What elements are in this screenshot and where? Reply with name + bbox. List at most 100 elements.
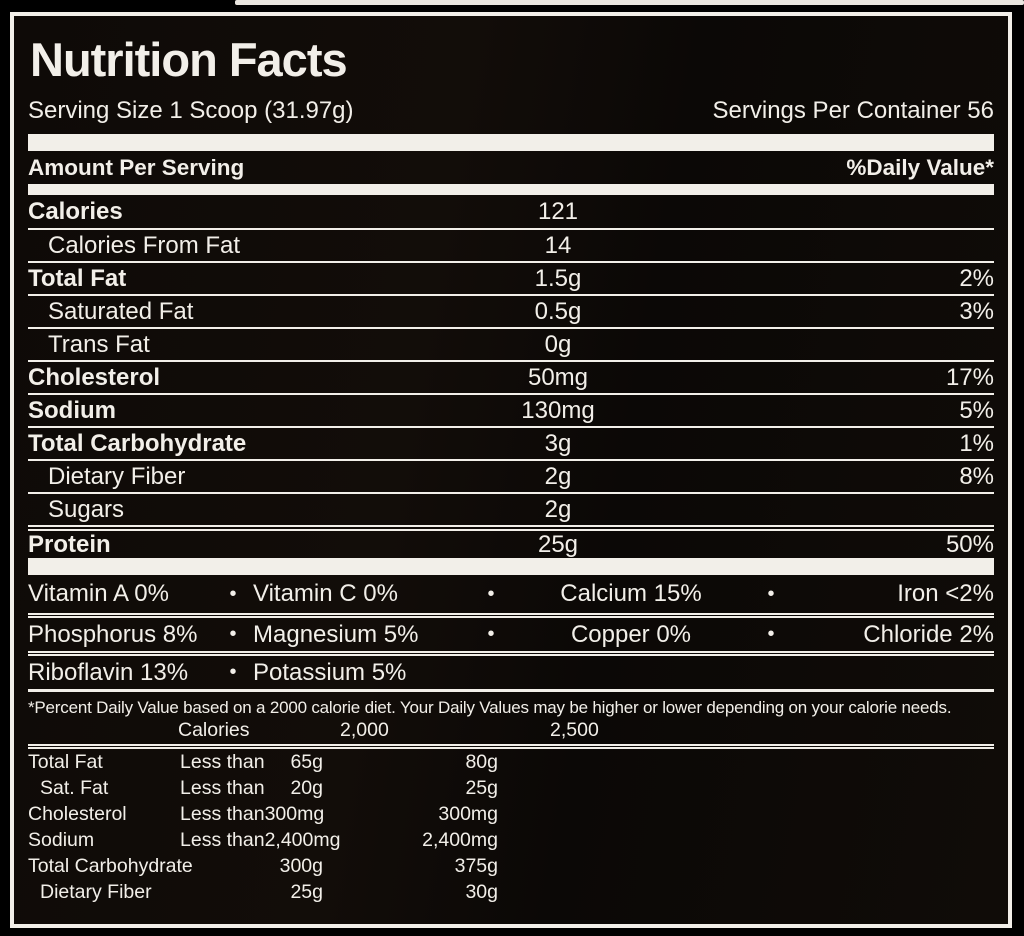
thick-divider-top <box>28 134 994 151</box>
reference-table-mid: Less than 300mg <box>180 802 324 826</box>
micronutrient-item: Calcium 15% <box>560 580 702 607</box>
column-header-row: Amount Per Serving %Daily Value* <box>28 151 994 184</box>
nutrient-row: Cholesterol 50mg 17% <box>28 360 994 393</box>
reference-table-row: Cholesterol Less than 300mg 300mg <box>28 801 994 827</box>
micronutrient-item: Vitamin A 0% <box>28 580 169 607</box>
micronutrient-item: Riboflavin 13% <box>28 658 189 686</box>
nutrient-daily-value: 2% <box>959 264 994 292</box>
mid-divider <box>28 184 994 195</box>
nutrient-amount: 3g <box>544 429 572 457</box>
nutrient-row: Trans Fat 0g <box>28 327 994 360</box>
value-2000: 20g <box>290 776 323 799</box>
reference-label: Sat. Fat <box>40 776 109 799</box>
daily-value-header: %Daily Value* <box>846 154 994 180</box>
nutrient-amount: 14 <box>544 231 572 259</box>
nutrient-name: Total Fat <box>28 264 127 292</box>
value-2500: 375g <box>454 854 498 877</box>
nutrient-daily-value: 3% <box>959 297 994 325</box>
reference-table-row: Sodium Less than 2,400mg 2,400mg <box>28 827 994 853</box>
value-2000: 65g <box>290 750 323 773</box>
serving-info-row: Serving Size 1 Scoop (31.97g) Servings P… <box>28 96 994 126</box>
micronutrient-item: Phosphorus 8% <box>28 620 198 648</box>
nutrient-amount: 0g <box>544 330 572 358</box>
reference-table-row: Sat. Fat Less than 20g 25g <box>28 775 994 801</box>
qualifier: Less than <box>180 802 265 825</box>
nutrient-amount: 121 <box>537 197 579 225</box>
qualifier: Less than <box>180 828 265 851</box>
reference-table-row: Dietary Fiber 25g 30g <box>28 879 994 905</box>
bullet-separator: • <box>767 582 775 605</box>
micronutrient-row: Phosphorus 8% • Magnesium 5% • Copper 0% • Chl… <box>28 613 994 651</box>
micronutrient-row: Riboflavin 13% • Potassium 5% <box>28 651 994 689</box>
serving-size: Serving Size 1 Scoop (31.97g) <box>28 97 354 124</box>
nutrient-rows: Calories 121 Calories From Fat 14 Total Fat 1… <box>28 195 994 558</box>
qualifier: Less than <box>180 750 265 773</box>
nutrient-name: Sodium <box>28 396 116 424</box>
nutrient-row: Total Fat 1.5g 2% <box>28 261 994 294</box>
value-2000: 2,400mg <box>264 828 341 851</box>
nutrient-amount: 130mg <box>521 396 595 424</box>
reference-table-mid: 300g <box>180 855 323 878</box>
reference-label: Total Carbohydrate <box>28 854 193 877</box>
bullet-separator: • <box>229 582 237 605</box>
servings-per-container: Servings Per Container 56 <box>712 97 994 124</box>
bullet-separator: • <box>767 623 775 645</box>
amount-per-serving-header: Amount Per Serving <box>28 154 245 180</box>
nutrient-amount: 2g <box>544 462 572 490</box>
value-2500: 30g <box>465 880 498 903</box>
nutrient-row: Sugars 2g <box>28 492 994 525</box>
bullet-separator: • <box>487 623 495 645</box>
reference-table-mid: Less than 20g <box>180 777 323 800</box>
nutrient-amount: 50mg <box>527 363 589 391</box>
micronutrient-item: Copper 0% <box>570 620 692 648</box>
nutrient-row: Calories From Fat 14 <box>28 228 994 261</box>
nutrient-name: Total Carbohydrate <box>28 429 247 457</box>
reference-table-mid: Less than 2,400mg <box>180 828 340 852</box>
bullet-separator: • <box>229 623 237 645</box>
reference-table-row: Total Carbohydrate 300g 375g <box>28 853 994 879</box>
nutrient-row: Total Carbohydrate 3g 1% <box>28 426 994 459</box>
value-2000: 25g <box>290 880 323 903</box>
reference-table-row: Total Fat Less than 65g 80g <box>28 749 994 775</box>
nutrient-name: Saturated Fat <box>48 297 194 325</box>
bullet-separator: • <box>487 582 495 605</box>
micronutrient-rows: Vitamin A 0% • Vitamin C 0% • Calcium 15% • Ir… <box>28 575 994 689</box>
nutrient-row: Saturated Fat 0.5g 3% <box>28 294 994 327</box>
nutrient-amount: 2g <box>544 495 572 523</box>
nutrition-label: Nutrition Facts Serving Size 1 Scoop (31… <box>10 12 1012 928</box>
nutrient-name: Calories From Fat <box>48 231 241 259</box>
nutrient-name: Trans Fat <box>48 330 150 358</box>
micronutrient-item: Magnesium 5% <box>253 620 419 648</box>
reference-label: Cholesterol <box>28 802 127 825</box>
value-2500: 25g <box>465 776 498 799</box>
nutrient-name: Sugars <box>48 495 125 523</box>
micronutrient-item: Chloride 2% <box>863 620 994 648</box>
nutrient-daily-value: 17% <box>945 363 994 391</box>
reference-table-rows: Total Fat Less than 65g 80g Sat. Fat Less tha… <box>28 749 994 905</box>
value-2500: 2,400mg <box>422 828 498 851</box>
micronutrient-item: Iron <2% <box>897 580 994 607</box>
micronutrient-row: Vitamin A 0% • Vitamin C 0% • Calcium 15% • Ir… <box>28 575 994 613</box>
reference-table-mid: Less than 65g <box>180 751 323 774</box>
nutrient-row: Sodium 130mg 5% <box>28 393 994 426</box>
nutrient-row: Dietary Fiber 2g 8% <box>28 459 994 492</box>
header-2500: 2,500 <box>550 719 599 741</box>
header-calories: Calories <box>178 719 250 741</box>
value-2000: 300g <box>279 854 323 877</box>
header-2000: 2,000 <box>340 719 389 741</box>
nutrient-amount: 25g <box>537 531 579 558</box>
label-title: Nutrition Facts <box>30 33 348 86</box>
reference-label: Sodium <box>28 828 95 851</box>
nutrient-name: Protein <box>28 531 111 558</box>
bullet-separator: • <box>229 661 237 683</box>
photo-top-edge <box>235 0 1024 5</box>
qualifier: Less than <box>180 776 265 799</box>
daily-value-footnote: *Percent Daily Value based on a 2000 cal… <box>28 689 994 719</box>
nutrient-row: Calories 121 <box>28 195 994 228</box>
micronutrient-item: Vitamin C 0% <box>253 580 398 607</box>
value-2500: 300mg <box>438 802 498 825</box>
nutrient-name: Cholesterol <box>28 363 161 391</box>
reference-table-mid: 25g <box>180 881 323 904</box>
micronutrient-item: Potassium 5% <box>253 658 407 686</box>
nutrient-row: Protein 25g 50% <box>28 525 994 558</box>
